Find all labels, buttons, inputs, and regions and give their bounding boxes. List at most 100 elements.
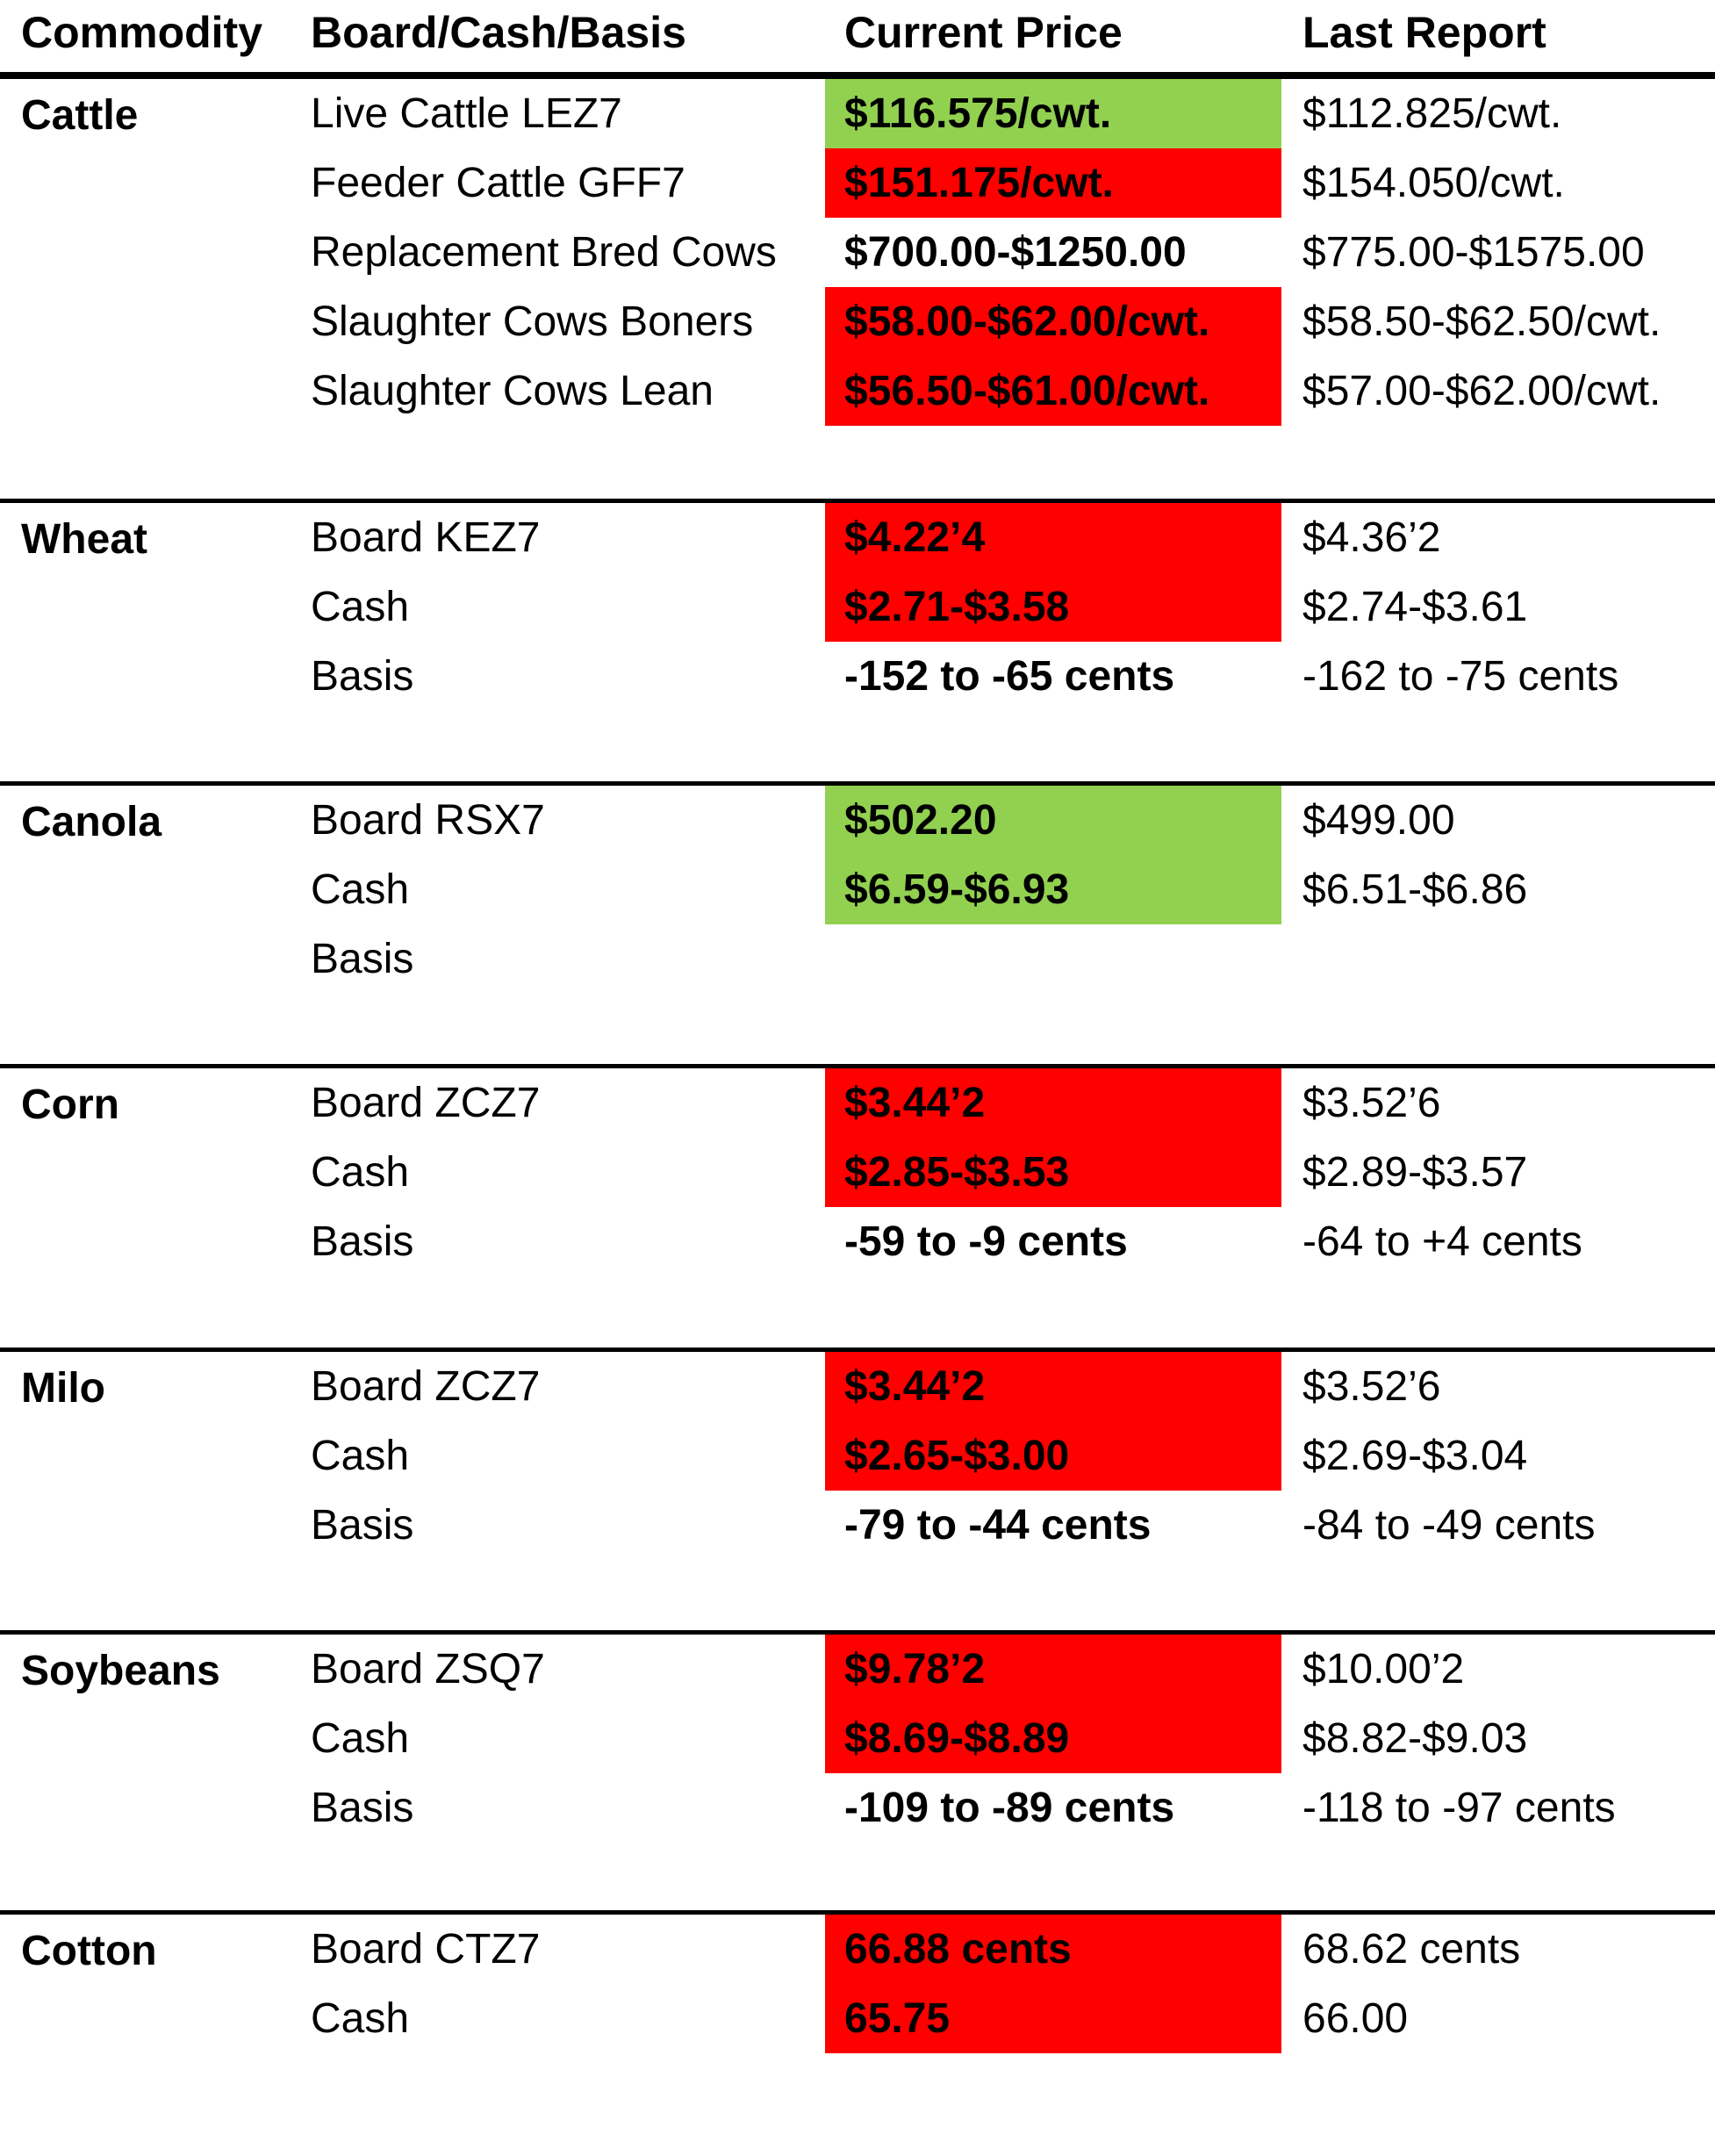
row-last-report: $2.74-$3.61 <box>1302 584 1528 630</box>
row-current-price: $56.50-$61.00/cwt. <box>825 356 1281 426</box>
row-last-report: $775.00-$1575.00 <box>1302 229 1645 276</box>
row-last-report: $2.69-$3.04 <box>1302 1433 1528 1479</box>
row-last-report: -118 to -97 cents <box>1302 1785 1616 1831</box>
header-current-price: Current Price <box>844 8 1123 57</box>
row-type: Board ZCZ7 <box>311 1363 541 1410</box>
row-type: Replacement Bred Cows <box>311 229 777 276</box>
row-type: Board RSX7 <box>311 797 545 844</box>
row-last-report: -162 to -75 cents <box>1302 653 1619 700</box>
section-rows: Live Cattle LEZ7 $116.575/cwt. $112.825/cw… <box>0 79 1715 426</box>
table-row: Cash $6.59-$6.93 $6.51-$6.86 <box>0 855 1715 924</box>
section-rows: Board RSX7 $502.20 $499.00 Cash $6.59-$6.93 $… <box>0 786 1715 994</box>
table-row: Basis -79 to -44 cents -84 to -49 cents <box>0 1491 1715 1560</box>
row-current-price: $3.44’2 <box>825 1068 1281 1138</box>
section-rows: Board KEZ7 $4.22’4 $4.36’2 Cash $2.71-$3.58 $… <box>0 503 1715 711</box>
table-row: Basis <box>0 924 1715 994</box>
row-last-report: $8.82-$9.03 <box>1302 1715 1528 1762</box>
row-last-report: $3.52’6 <box>1302 1080 1441 1126</box>
table-row: Basis -59 to -9 cents -64 to +4 cents <box>0 1207 1715 1276</box>
row-current-price: 65.75 <box>825 1984 1281 2053</box>
table-row: Board KEZ7 $4.22’4 $4.36’2 <box>0 503 1715 572</box>
row-current-price: -109 to -89 cents <box>844 1785 1175 1831</box>
row-last-report: $112.825/cwt. <box>1302 90 1562 137</box>
row-last-report: $58.50-$62.50/cwt. <box>1302 298 1661 345</box>
row-last-report: -64 to +4 cents <box>1302 1218 1582 1265</box>
row-current-price <box>825 924 1281 994</box>
row-type: Cash <box>311 1715 410 1762</box>
row-current-price: -59 to -9 cents <box>844 1218 1128 1265</box>
row-current-price: $700.00-$1250.00 <box>844 229 1187 276</box>
row-current-price: -152 to -65 cents <box>844 653 1175 700</box>
commodity-name: Soybeans <box>21 1648 220 1694</box>
row-type: Live Cattle LEZ7 <box>311 90 622 137</box>
row-type: Cash <box>311 866 410 913</box>
row-type: Board ZCZ7 <box>311 1080 541 1126</box>
row-type: Basis <box>311 1785 414 1831</box>
table-row: Basis -152 to -65 cents -162 to -75 cents <box>0 642 1715 711</box>
row-type: Basis <box>311 936 414 982</box>
row-current-price: $6.59-$6.93 <box>825 855 1281 924</box>
row-type: Cash <box>311 1433 410 1479</box>
table-row: Board ZSQ7 $9.78’2 $10.00’2 <box>0 1635 1715 1704</box>
section-corn: Corn Board ZCZ7 $3.44’2 $3.52’6 Cash $2.85-$3… <box>0 1064 1715 1348</box>
row-current-price: -79 to -44 cents <box>844 1502 1152 1549</box>
table-row: Board ZCZ7 $3.44’2 $3.52’6 <box>0 1352 1715 1421</box>
row-type: Board ZSQ7 <box>311 1646 545 1692</box>
row-type: Slaughter Cows Lean <box>311 368 714 414</box>
row-current-price: 66.88 cents <box>825 1915 1281 1984</box>
row-type: Slaughter Cows Boners <box>311 298 754 345</box>
commodity-name: Milo <box>21 1365 105 1412</box>
row-last-report: $2.89-$3.57 <box>1302 1149 1528 1196</box>
table-row: Board RSX7 $502.20 $499.00 <box>0 786 1715 855</box>
row-type: Board KEZ7 <box>311 514 541 561</box>
row-type: Basis <box>311 1502 414 1549</box>
section-cotton: Cotton Board CTZ7 66.88 cents 68.62 cents Ca… <box>0 1910 1715 2156</box>
table-row: Board ZCZ7 $3.44’2 $3.52’6 <box>0 1068 1715 1138</box>
table-row: Cash $2.71-$3.58 $2.74-$3.61 <box>0 572 1715 642</box>
commodity-name: Cotton <box>21 1928 157 1974</box>
table-row: Live Cattle LEZ7 $116.575/cwt. $112.825/cw… <box>0 79 1715 148</box>
table-row: Cash $8.69-$8.89 $8.82-$9.03 <box>0 1704 1715 1773</box>
section-rows: Board ZSQ7 $9.78’2 $10.00’2 Cash $8.69-$8.89… <box>0 1635 1715 1843</box>
row-current-price: $2.85-$3.53 <box>825 1138 1281 1207</box>
commodity-name: Wheat <box>21 516 147 563</box>
row-type: Board CTZ7 <box>311 1926 541 1973</box>
row-current-price: $4.22’4 <box>825 503 1281 572</box>
section-rows: Board ZCZ7 $3.44’2 $3.52’6 Cash $2.85-$3.53 $… <box>0 1068 1715 1276</box>
row-current-price: $2.71-$3.58 <box>825 572 1281 642</box>
row-last-report: 68.62 cents <box>1302 1926 1521 1973</box>
table-row: Cash $2.65-$3.00 $2.69-$3.04 <box>0 1421 1715 1491</box>
table-row: Feeder Cattle GFF7 $151.175/cwt. $154.050/… <box>0 148 1715 218</box>
row-last-report: $4.36’2 <box>1302 514 1441 561</box>
commodity-name: Canola <box>21 799 162 845</box>
section-cattle: Cattle Live Cattle LEZ7 $116.575/cwt. $112.… <box>0 79 1715 499</box>
row-current-price: $116.575/cwt. <box>825 79 1281 148</box>
sections-container: Cattle Live Cattle LEZ7 $116.575/cwt. $112.… <box>0 79 1715 2156</box>
row-current-price: $151.175/cwt. <box>825 148 1281 218</box>
section-wheat: Wheat Board KEZ7 $4.22’4 $4.36’2 Cash $2.71-$… <box>0 499 1715 781</box>
row-last-report: 66.00 <box>1302 1995 1409 2042</box>
commodity-name: Cattle <box>21 92 139 139</box>
table-row: Cash $2.85-$3.53 $2.89-$3.57 <box>0 1138 1715 1207</box>
row-type: Basis <box>311 1218 414 1265</box>
row-type: Cash <box>311 584 410 630</box>
row-last-report: $154.050/cwt. <box>1302 160 1565 206</box>
row-current-price: $2.65-$3.00 <box>825 1421 1281 1491</box>
row-current-price: $58.00-$62.00/cwt. <box>825 287 1281 356</box>
header-board-cash-basis: Board/Cash/Basis <box>311 8 686 57</box>
row-last-report: $3.52’6 <box>1302 1363 1441 1410</box>
row-last-report: $10.00’2 <box>1302 1646 1465 1692</box>
row-current-price: $9.78’2 <box>825 1635 1281 1704</box>
row-type: Feeder Cattle GFF7 <box>311 160 685 206</box>
header-last-report: Last Report <box>1302 8 1546 57</box>
table-header: Commodity Board/Cash/Basis Current Price… <box>0 0 1715 79</box>
section-milo: Milo Board ZCZ7 $3.44’2 $3.52’6 Cash $2.65-$3… <box>0 1348 1715 1630</box>
row-last-report: -84 to -49 cents <box>1302 1502 1596 1549</box>
section-rows: Board CTZ7 66.88 cents 68.62 cents Cash 65.7… <box>0 1915 1715 2053</box>
row-last-report: $57.00-$62.00/cwt. <box>1302 368 1661 414</box>
row-last-report: $499.00 <box>1302 797 1455 844</box>
table-row: Cash 65.75 66.00 <box>0 1984 1715 2053</box>
table-row: Board CTZ7 66.88 cents 68.62 cents <box>0 1915 1715 1984</box>
row-type: Basis <box>311 653 414 700</box>
